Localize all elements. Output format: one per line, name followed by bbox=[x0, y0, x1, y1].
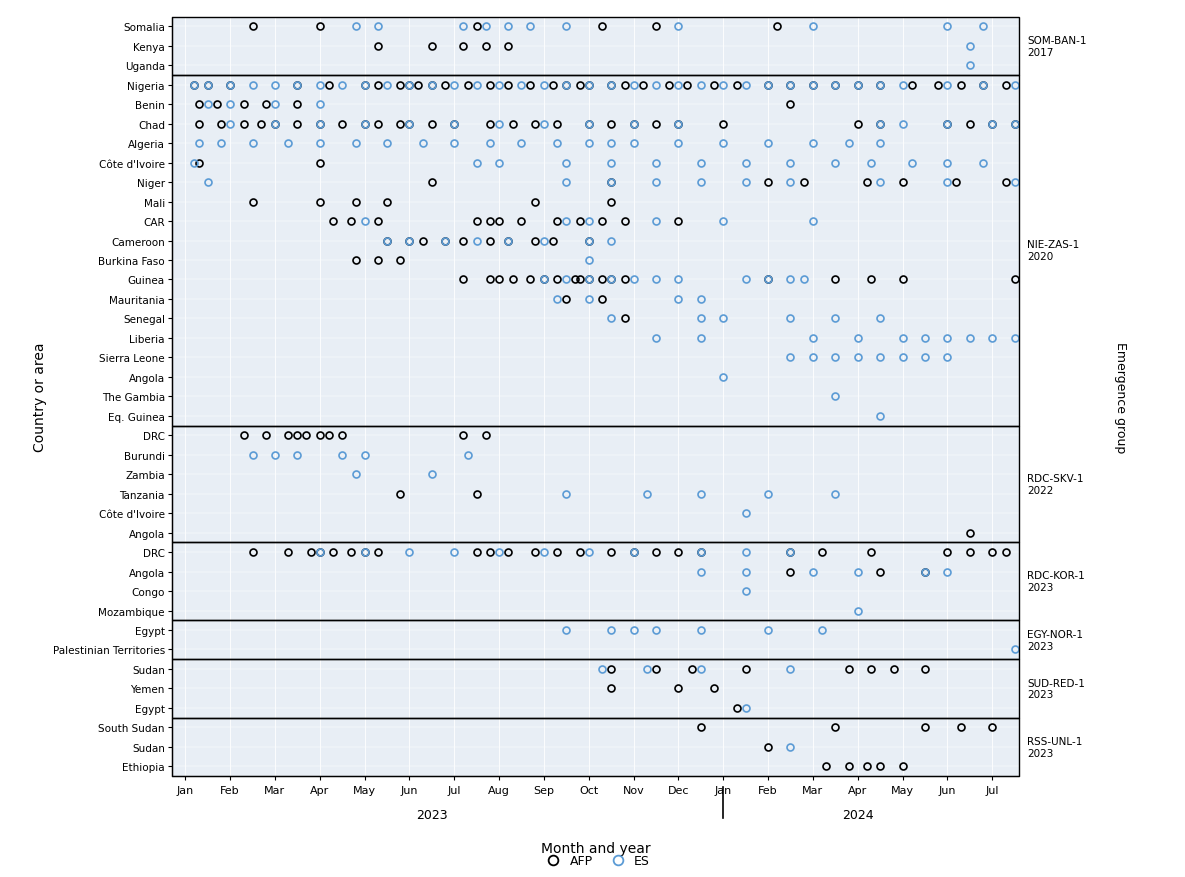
Text: SOM-BAN-1
2017: SOM-BAN-1 2017 bbox=[1027, 36, 1087, 58]
Legend: AFP, ES: AFP, ES bbox=[536, 849, 655, 873]
Text: 2023: 2023 bbox=[416, 808, 448, 821]
Text: RSS-UNL-1
2023: RSS-UNL-1 2023 bbox=[1027, 736, 1083, 758]
Text: 2024: 2024 bbox=[841, 808, 873, 821]
Y-axis label: Country or area: Country or area bbox=[33, 342, 47, 452]
Text: RDC-KOR-1
2023: RDC-KOR-1 2023 bbox=[1027, 571, 1085, 593]
Text: NIE-ZAS-1
2020: NIE-ZAS-1 2020 bbox=[1027, 240, 1080, 261]
Text: EGY-NOR-1
2023: EGY-NOR-1 2023 bbox=[1027, 629, 1083, 651]
Text: SUD-RED-1
2023: SUD-RED-1 2023 bbox=[1027, 678, 1085, 699]
Text: RDC-SKV-1
2022: RDC-SKV-1 2022 bbox=[1027, 474, 1084, 496]
Text: Month and year: Month and year bbox=[540, 841, 651, 854]
Text: Emergence group: Emergence group bbox=[1114, 341, 1127, 453]
